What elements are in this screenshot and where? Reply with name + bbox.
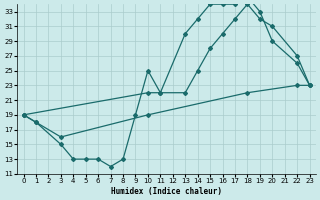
X-axis label: Humidex (Indice chaleur): Humidex (Indice chaleur) (111, 187, 222, 196)
